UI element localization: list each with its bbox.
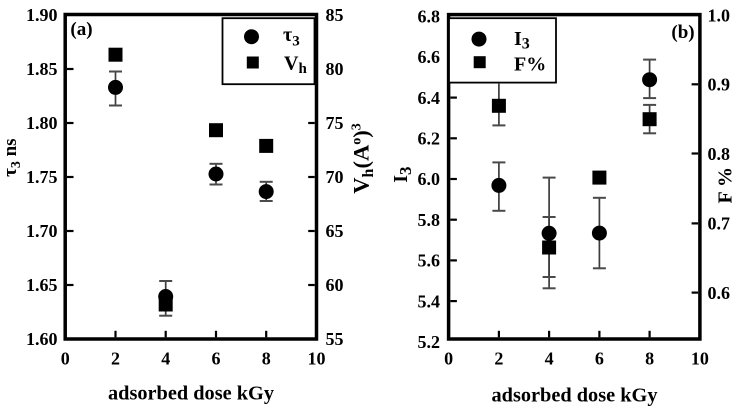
svg-text:85: 85: [326, 5, 344, 25]
svg-text:1.60: 1.60: [26, 329, 58, 349]
svg-text:6.0: 6.0: [418, 169, 441, 189]
svg-text:0.8: 0.8: [708, 144, 731, 164]
svg-text:75: 75: [326, 113, 344, 133]
svg-text:4: 4: [545, 349, 554, 369]
svg-text:6.6: 6.6: [418, 47, 441, 67]
svg-text:0: 0: [61, 349, 70, 369]
svg-text:8: 8: [262, 349, 271, 369]
svg-text:6: 6: [595, 349, 604, 369]
svg-text:6: 6: [212, 349, 221, 369]
svg-text:0.9: 0.9: [708, 75, 731, 95]
svg-text:(a): (a): [70, 19, 92, 40]
svg-text:5.8: 5.8: [418, 210, 441, 230]
svg-text:I3: I3: [390, 166, 415, 182]
svg-text:1.80: 1.80: [26, 113, 58, 133]
svg-text:1.85: 1.85: [26, 59, 58, 79]
svg-text:1.90: 1.90: [26, 5, 58, 25]
svg-text:6.2: 6.2: [418, 129, 441, 149]
svg-text:1.75: 1.75: [26, 167, 58, 187]
svg-text:10: 10: [691, 349, 709, 369]
svg-text:adsorbed dose kGy: adsorbed dose kGy: [492, 385, 659, 407]
svg-text:5.2: 5.2: [418, 332, 441, 352]
svg-text:10: 10: [308, 349, 326, 369]
svg-text:F%: F%: [514, 54, 546, 76]
svg-text:τ3 ns: τ3 ns: [0, 138, 24, 176]
svg-text:6.8: 6.8: [418, 6, 441, 26]
svg-text:65: 65: [326, 221, 344, 241]
svg-text:2: 2: [494, 349, 503, 369]
svg-text:60: 60: [326, 275, 344, 295]
svg-text:(b): (b): [671, 22, 694, 43]
svg-text:adsorbed dose kGy: adsorbed dose kGy: [108, 383, 275, 405]
svg-text:55: 55: [326, 329, 344, 349]
svg-text:6.4: 6.4: [418, 88, 441, 108]
svg-text:0.6: 0.6: [708, 283, 731, 303]
svg-text:70: 70: [326, 167, 344, 187]
svg-text:0: 0: [444, 349, 453, 369]
svg-text:5.4: 5.4: [418, 291, 441, 311]
svg-text:4: 4: [161, 349, 170, 369]
svg-text:80: 80: [326, 59, 344, 79]
svg-text:8: 8: [645, 349, 654, 369]
svg-text:1.70: 1.70: [26, 221, 58, 241]
svg-text:1.0: 1.0: [708, 6, 731, 26]
svg-text:Vh(Ao)3: Vh(Ao)3: [349, 123, 378, 193]
svg-text:5.6: 5.6: [418, 251, 441, 271]
svg-text:0.7: 0.7: [708, 214, 731, 234]
svg-text:1.65: 1.65: [26, 275, 58, 295]
svg-text:F %: F %: [715, 167, 737, 203]
svg-text:2: 2: [111, 349, 120, 369]
